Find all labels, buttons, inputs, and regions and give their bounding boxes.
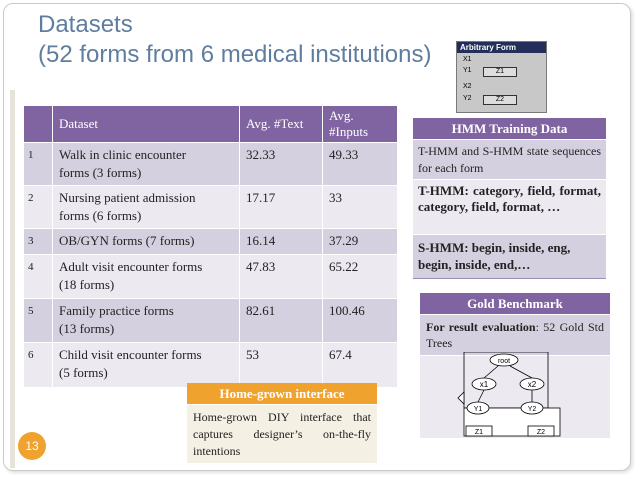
tree-label-root: root — [498, 358, 510, 365]
dataset-line-1: Walk in clinic encounter — [59, 147, 187, 162]
table-row: 2 Nursing patient admission forms (6 form… — [24, 185, 398, 229]
tree-label-y1: Y1 — [474, 406, 483, 413]
page-number-badge: 13 — [18, 432, 46, 460]
row-avg-inputs: 65.22 — [322, 254, 398, 299]
arbitrary-form-panel: Arbitrary Form X1 Y1 Z1 X2 Y2 Z2 — [456, 41, 547, 113]
slide-title: Datasets (52 forms from 6 medical instit… — [38, 10, 431, 70]
home-grown-description: Home-grown DIY interface that captures d… — [187, 405, 377, 463]
row-index: 5 — [24, 298, 53, 343]
tree-node-x1 — [471, 377, 497, 391]
header-avg-inputs: Avg. #Inputs — [322, 106, 398, 143]
table-row: 4 Adult visit encounter forms (18 forms) … — [24, 254, 398, 299]
gold-description: For result evaluation: 52 Gold Std Trees — [420, 315, 610, 355]
thmm-sequence: T-HMM: category, field, format, category… — [413, 180, 606, 234]
tree-label-x2: x2 — [528, 380, 537, 389]
row-index: 1 — [24, 142, 53, 186]
dataset-line-1: Family practice forms — [59, 303, 174, 318]
hmm-description: T-HMM and S-HMM state sequences for each… — [413, 140, 606, 179]
dataset-line-1: Adult visit encounter forms — [59, 259, 203, 274]
row-dataset: Child visit encounter forms (5 forms) — [52, 342, 240, 387]
row-dataset: Nursing patient admission forms (6 forms) — [52, 185, 240, 229]
tree-label-y2: Y2 — [528, 406, 537, 413]
row-dataset: Family practice forms (13 forms) — [52, 298, 240, 343]
tree-node-root — [489, 353, 519, 367]
left-accent-bar — [10, 90, 15, 468]
row-index: 3 — [24, 228, 53, 255]
hmm-heading: HMM Training Data — [413, 118, 606, 139]
slide-frame — [3, 3, 631, 471]
dataset-line-2: forms (3 forms) — [59, 165, 142, 180]
row-avg-text: 53 — [239, 342, 323, 387]
dataset-line-2: (13 forms) — [59, 321, 115, 336]
tree-edge — [483, 365, 499, 379]
dataset-line-1: Nursing patient admission — [59, 190, 196, 205]
shmm-sequence: S-HMM: begin, inside, eng, begin, inside… — [413, 235, 606, 279]
header-dataset: Dataset — [52, 106, 240, 143]
table-row: 1 Walk in clinic encounter forms (3 forms… — [24, 142, 398, 186]
gold-tree-diagram: root x1 x2 Y1 Y2 Z1 Z2 — [457, 352, 561, 437]
row-avg-inputs: 100.46 — [322, 298, 398, 343]
row-dataset: OB/GYN forms (7 forms) — [52, 228, 240, 255]
form-label-y1: Y1 — [463, 67, 472, 74]
tree-node-y1 — [466, 401, 490, 415]
row-index: 6 — [24, 342, 53, 387]
table-header-row: Dataset Avg. #Text Avg. #Inputs — [24, 106, 398, 143]
datasets-table: Dataset Avg. #Text Avg. #Inputs 1 Walk i… — [24, 106, 398, 387]
row-avg-text: 17.17 — [239, 185, 323, 229]
dataset-line-1: Child visit encounter forms — [59, 347, 202, 362]
header-avg-text: Avg. #Text — [239, 106, 323, 143]
gold-label: For result evaluation — [426, 320, 536, 334]
title-line-1: Datasets — [38, 11, 133, 38]
row-index: 4 — [24, 254, 53, 299]
tree-label-x1: x1 — [480, 380, 489, 389]
table-row: 3 OB/GYN forms (7 forms) 16.14 37.29 — [24, 228, 398, 255]
row-index: 2 — [24, 185, 53, 229]
row-avg-inputs: 49.33 — [322, 142, 398, 186]
row-avg-inputs: 37.29 — [322, 228, 398, 255]
row-avg-text: 82.61 — [239, 298, 323, 343]
row-avg-inputs: 67.4 — [322, 342, 398, 387]
tree-label-z1: Z1 — [475, 429, 483, 436]
tree-leaf-z2 — [527, 425, 555, 437]
form-label-x2: X2 — [463, 83, 472, 90]
gold-heading: Gold Benchmark — [420, 293, 610, 314]
row-avg-inputs: 33 — [322, 185, 398, 229]
row-avg-text: 32.33 — [239, 142, 323, 186]
form-field-z1: Z1 — [483, 67, 517, 77]
gold-text: : 52 Gold Std Trees — [426, 320, 604, 350]
form-label-x1: X1 — [463, 56, 472, 63]
dataset-line-2: forms (6 forms) — [59, 208, 142, 223]
tree-leaf-z1 — [465, 425, 493, 437]
title-line-2: (52 forms from 6 medical institutions) — [38, 41, 432, 68]
row-avg-text: 16.14 — [239, 228, 323, 255]
tree-edge — [477, 389, 485, 403]
table-row: 5 Family practice forms (13 forms) 82.61 … — [24, 298, 398, 343]
row-dataset: Adult visit encounter forms (18 forms) — [52, 254, 240, 299]
home-grown-heading: Home-grown interface — [187, 383, 377, 404]
form-field-z2: Z2 — [483, 95, 517, 105]
arbitrary-form-title: Arbitrary Form — [457, 42, 546, 53]
tree-label-z2: Z2 — [537, 429, 545, 436]
tree-edge — [509, 365, 533, 379]
row-dataset: Walk in clinic encounter forms (3 forms) — [52, 142, 240, 186]
row-avg-text: 47.83 — [239, 254, 323, 299]
dataset-line-2: (18 forms) — [59, 277, 115, 292]
form-label-y2: Y2 — [463, 95, 472, 102]
table-row: 6 Child visit encounter forms (5 forms) 5… — [24, 342, 398, 387]
tree-arrow-marker — [457, 391, 465, 405]
header-index — [24, 106, 53, 143]
tree-node-y2 — [520, 401, 544, 415]
dataset-line-2: (5 forms) — [59, 365, 108, 380]
